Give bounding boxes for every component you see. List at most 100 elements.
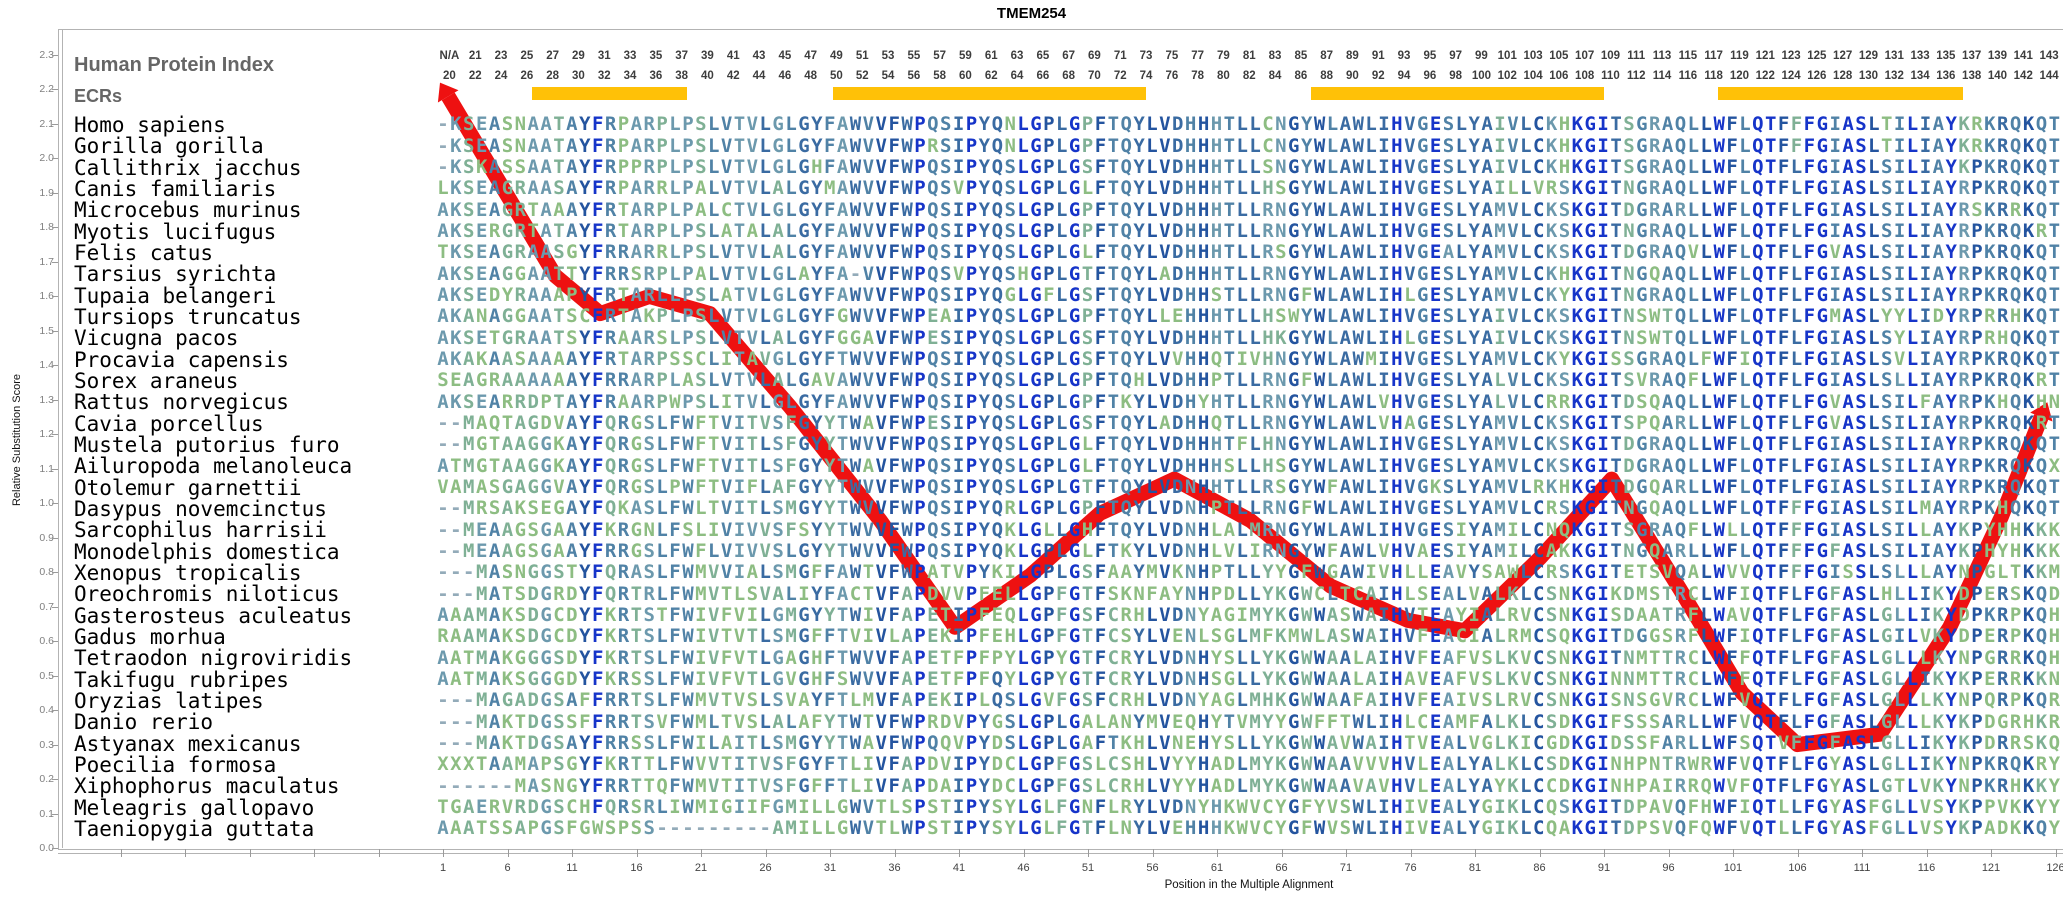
residue: T xyxy=(1081,475,1094,498)
residue: H xyxy=(1133,689,1145,712)
residue: T xyxy=(1107,497,1120,520)
residue: F xyxy=(591,539,604,562)
residue: L xyxy=(1868,241,1880,264)
residue: I xyxy=(1404,817,1416,840)
residue: L xyxy=(1326,283,1339,306)
residue: K xyxy=(1958,113,1970,136)
human-protein-index-number: 102 xyxy=(1497,70,1517,82)
residue: S xyxy=(514,155,527,178)
residue: P xyxy=(1081,134,1094,157)
residue: W xyxy=(849,561,862,584)
residue: F xyxy=(1094,795,1107,818)
residue: L xyxy=(1146,411,1158,434)
residue: Y xyxy=(1133,475,1145,498)
residue: V xyxy=(1339,731,1352,754)
residue: L xyxy=(1893,667,1906,690)
residue: M xyxy=(1146,561,1158,584)
residue: D xyxy=(1610,731,1622,754)
human-protein-index-number: 143 xyxy=(2039,50,2059,62)
residue: P xyxy=(1043,113,1055,136)
residue: A xyxy=(437,219,449,242)
alignment-sequence-row: --MEAAGSGAAYFKRGNLFSLIVIVVSFSYYTWVVFWPQS… xyxy=(437,518,2061,541)
residue: C xyxy=(1532,454,1545,477)
residue: L xyxy=(1146,305,1158,328)
residue: R xyxy=(604,198,617,221)
human-protein-index-number: 32 xyxy=(597,70,611,82)
residue: E xyxy=(1429,113,1442,136)
residue: W xyxy=(1713,347,1725,370)
residue: E xyxy=(991,582,1004,605)
residue: Y xyxy=(1945,710,1957,733)
residue: L xyxy=(733,582,746,605)
residue: A xyxy=(1842,262,1854,285)
residue: T xyxy=(1081,262,1094,285)
residue: Q xyxy=(991,411,1004,434)
residue: Y xyxy=(579,326,591,349)
residue: N xyxy=(1275,198,1287,221)
residue: T xyxy=(617,219,630,242)
residue: P xyxy=(1043,753,1055,776)
residue: K xyxy=(1275,646,1287,669)
residue: A xyxy=(1339,390,1352,413)
species-name: Gasterosteus aculeatus xyxy=(74,603,353,628)
residue: S xyxy=(1855,625,1867,648)
residue: I xyxy=(1661,774,1674,797)
residue: A xyxy=(501,433,514,456)
residue: P xyxy=(1971,795,1983,818)
residue: F xyxy=(1726,177,1738,200)
residue: S xyxy=(1107,582,1120,605)
residue: P xyxy=(1636,795,1648,818)
residue: W xyxy=(1713,475,1725,498)
residue: F xyxy=(1829,689,1841,712)
residue: S xyxy=(695,390,707,413)
residue: I xyxy=(1520,731,1532,754)
residue: A xyxy=(617,390,630,413)
residue: G xyxy=(772,795,784,818)
residue: S xyxy=(772,433,784,456)
y-axis-tick-label: 1.0 xyxy=(39,497,54,510)
residue: S xyxy=(1558,433,1571,456)
residue: N xyxy=(1275,390,1287,413)
human-protein-index-number: 38 xyxy=(675,70,689,82)
residue: - xyxy=(437,518,449,541)
residue: N xyxy=(475,305,488,328)
residue: F xyxy=(823,625,836,648)
residue: Y xyxy=(1468,113,1480,136)
residue: G xyxy=(1288,561,1300,584)
residue: F xyxy=(1777,411,1790,434)
residue: T xyxy=(1081,582,1094,605)
x-axis-tick-label: 66 xyxy=(1275,862,1288,874)
residue: S xyxy=(501,817,514,840)
residue: W xyxy=(849,283,862,306)
residue: G xyxy=(1636,454,1648,477)
residue: T xyxy=(1223,390,1236,413)
species-name: Takifugu rubripes xyxy=(74,667,289,692)
residue: N xyxy=(514,113,527,136)
residue: K xyxy=(1984,433,1996,456)
residue: S xyxy=(643,539,655,562)
residue: L xyxy=(1455,731,1468,754)
residue: Y xyxy=(1468,475,1480,498)
human-protein-index-number: 41 xyxy=(726,50,740,62)
residue: M xyxy=(2048,561,2061,584)
residue: N xyxy=(1623,646,1635,669)
residue: L xyxy=(1790,753,1803,776)
residue: P xyxy=(965,710,978,733)
residue: K xyxy=(2022,518,2035,541)
residue: Y xyxy=(811,497,823,520)
residue: W xyxy=(1713,219,1725,242)
residue: P xyxy=(914,646,926,669)
residue: L xyxy=(1906,113,1919,136)
residue: F xyxy=(1300,497,1313,520)
residue: F xyxy=(1803,731,1816,754)
residue: - xyxy=(450,411,462,434)
residue: S xyxy=(488,475,501,498)
residue: P xyxy=(965,262,978,285)
residue: N xyxy=(643,518,655,541)
x-axis-tick xyxy=(1604,849,1605,857)
residue: C xyxy=(1687,646,1700,669)
residue: F xyxy=(591,390,604,413)
residue: S xyxy=(527,518,539,541)
residue: Y xyxy=(1468,198,1480,221)
residue: L xyxy=(1868,731,1880,754)
